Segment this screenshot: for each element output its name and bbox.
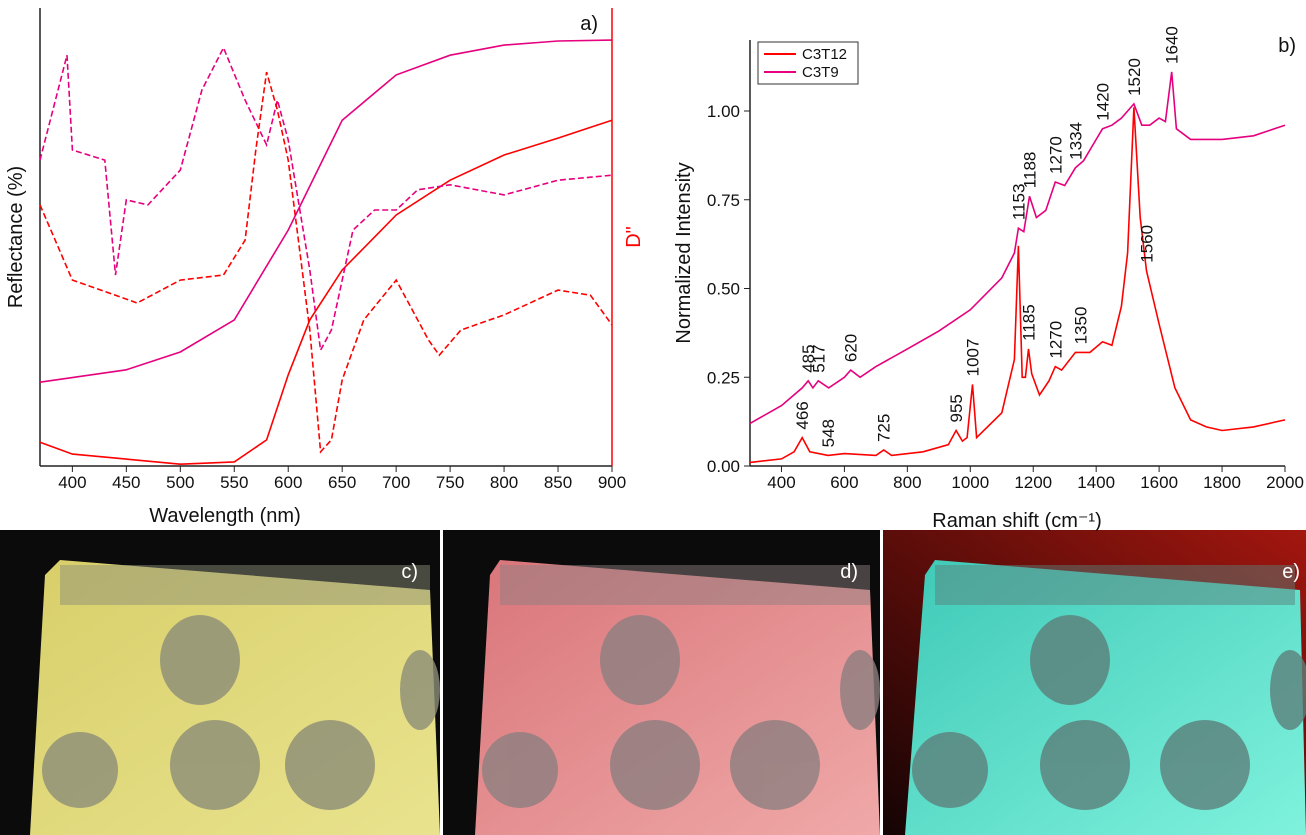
y-tick-label: 0.50 xyxy=(707,280,740,299)
y-tick-label: 0.75 xyxy=(707,191,740,210)
x-tick-label: 400 xyxy=(767,473,795,492)
peak-label: 1153 xyxy=(1009,184,1028,221)
peak-label: 517 xyxy=(809,344,828,372)
photo-label: e) xyxy=(1282,561,1300,583)
y-tick-label: 0.00 xyxy=(707,457,740,476)
x-tick-label: 450 xyxy=(112,473,140,492)
photo-e-motifs xyxy=(912,565,1306,810)
peak-label: 725 xyxy=(875,414,894,442)
x-tick-label: 1000 xyxy=(951,473,989,492)
series-line xyxy=(39,71,613,454)
x-tick-label: 900 xyxy=(598,473,626,492)
peak-label: 1420 xyxy=(1093,83,1112,121)
x-tick-label: 400 xyxy=(58,473,86,492)
peak-label: 1334 xyxy=(1066,122,1085,160)
legend-label: C3T9 xyxy=(802,64,839,81)
panel-label: a) xyxy=(580,13,598,35)
y-tick-label: 1.00 xyxy=(707,102,740,121)
x-tick-label: 550 xyxy=(220,473,248,492)
x-tick-label: 600 xyxy=(830,473,858,492)
photo-c-motifs xyxy=(42,565,440,810)
peak-label: 1270 xyxy=(1046,321,1065,359)
peak-label: 1188 xyxy=(1020,152,1039,189)
x-tick-label: 1800 xyxy=(1203,473,1241,492)
legend-box xyxy=(757,41,859,85)
series-line xyxy=(39,45,613,353)
photo-panels: c) d) e) xyxy=(0,530,1306,835)
x-tick-label: 600 xyxy=(274,473,302,492)
x-tick-label: 1600 xyxy=(1140,473,1178,492)
peak-label: 1640 xyxy=(1163,26,1182,64)
x-axis-label: Wavelength (nm) xyxy=(149,505,301,527)
x-tick-label: 1400 xyxy=(1077,473,1115,492)
photo-d-motifs xyxy=(482,565,880,810)
panel-label: b) xyxy=(1278,35,1296,57)
peak-label: 620 xyxy=(842,334,861,362)
series-line xyxy=(39,119,613,466)
photo-label: c) xyxy=(401,561,418,583)
series-line xyxy=(749,107,1286,464)
x-tick-label: 800 xyxy=(490,473,518,492)
x-axis-label: Raman shift (cm⁻¹) xyxy=(932,510,1101,532)
x-tick-label: 650 xyxy=(328,473,356,492)
peak-label: 1185 xyxy=(1020,304,1039,341)
x-tick-label: 850 xyxy=(544,473,572,492)
x-tick-label: 1200 xyxy=(1014,473,1052,492)
x-tick-label: 2000 xyxy=(1266,473,1304,492)
y-tick-label: 0.25 xyxy=(707,368,740,387)
x-tick-label: 700 xyxy=(382,473,410,492)
peak-label: 1350 xyxy=(1071,307,1090,345)
peak-label: 466 xyxy=(793,401,812,429)
series-line xyxy=(749,71,1286,425)
peak-label: 1270 xyxy=(1046,136,1065,174)
photo-label: d) xyxy=(840,561,858,583)
y2-axis-label: D" xyxy=(623,226,645,248)
peak-label: 548 xyxy=(819,419,838,447)
peak-label: 1007 xyxy=(963,339,982,377)
series-line xyxy=(39,39,613,383)
x-tick-label: 500 xyxy=(166,473,194,492)
x-tick-label: 750 xyxy=(436,473,464,492)
y-axis-label: Normalized Intensity xyxy=(673,162,695,343)
peak-label: 955 xyxy=(947,394,966,422)
x-tick-label: 800 xyxy=(893,473,921,492)
y-axis-label: Reflectance (%) xyxy=(5,166,27,308)
peak-label: 1520 xyxy=(1125,58,1144,96)
peak-label: 1560 xyxy=(1138,225,1157,263)
legend-label: C3T12 xyxy=(802,46,847,63)
peak-label: 485 xyxy=(799,344,818,372)
